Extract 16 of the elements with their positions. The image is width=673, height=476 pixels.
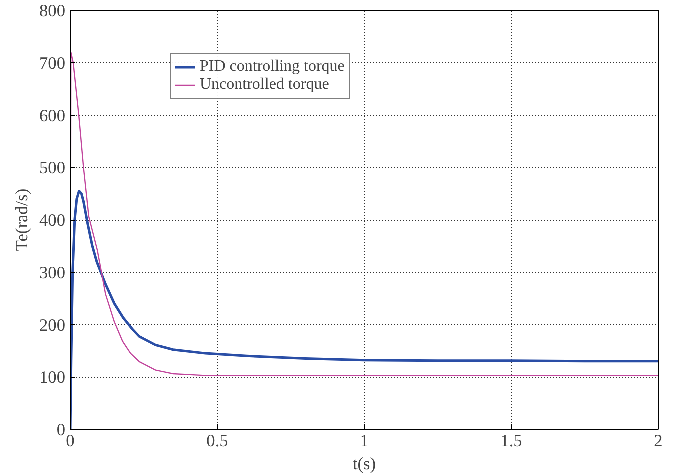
x-tick-label: 1 (360, 432, 369, 450)
y-tick-label: 700 (40, 54, 66, 73)
x-tick-label: 2 (654, 432, 663, 450)
y-tick-label: 600 (40, 106, 66, 126)
x-tick-label: 0.5 (206, 432, 228, 450)
x-tick-label: 1.5 (500, 432, 522, 450)
x-axis-title: t(s) (352, 454, 376, 474)
y-tick-label: 500 (40, 158, 66, 178)
legend-label: Uncontrolled torque (200, 76, 330, 94)
y-tick-label: 200 (40, 316, 66, 335)
y-tick-label: 800 (40, 2, 66, 20)
y-axis-title: Te(rad/s) (12, 188, 32, 252)
y-tick-label: 300 (40, 263, 66, 282)
y-tick-label: 400 (40, 211, 66, 230)
legend-label: PID controlling torque (200, 58, 345, 76)
y-tick-label: 100 (40, 368, 66, 388)
